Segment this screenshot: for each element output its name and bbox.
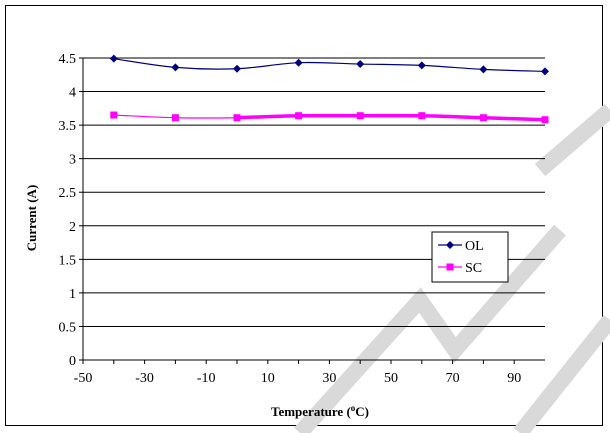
x-tick-label: 90 [507,371,521,386]
data-point [356,112,364,120]
data-point [110,111,118,119]
series-line [113,58,546,73]
series [109,54,549,124]
legend-box [431,231,509,283]
grid-lines [83,57,545,327]
data-point [233,64,241,73]
data-point [479,114,487,122]
data-point [356,60,365,69]
axes [79,57,545,364]
y-axis-title: Current (A) [24,185,39,252]
y-tick-label: 4.5 [59,52,77,67]
legend-label: OL [465,239,484,254]
x-axis-title-superscript: o [351,403,356,413]
series-ol [109,54,549,76]
series-sc [110,111,549,124]
series-line-emphasis [236,113,546,122]
x-tick-label: -10 [197,371,216,386]
x-axis-title: Temperature (oC) [271,403,369,419]
data-point [541,67,549,76]
x-tick-label: 50 [384,371,398,386]
data-point [479,65,488,74]
y-tick-label: 1 [69,287,76,302]
x-tick-label: -30 [135,371,154,386]
x-tick-label: 10 [261,371,275,386]
legend-marker [446,241,454,249]
legend: OL SC [431,231,509,283]
data-point [418,112,426,120]
y-tick-label: 3 [69,153,76,168]
data-point [295,112,303,120]
legend-label: SC [465,261,482,276]
y-tick-label: 3.5 [59,119,77,134]
y-tick-label: 2.5 [59,186,77,201]
data-point [171,114,179,122]
y-tick-labels: 0 0.5 1 1.5 2 2.5 3 3.5 4 4.5 [59,52,77,369]
watermark [294,103,610,433]
y-tick-label: 0.5 [59,320,77,335]
data-point [233,114,241,122]
y-tick-label: 1.5 [59,253,77,268]
y-tick-label: 2 [69,220,76,235]
data-point [294,58,303,67]
data-point [109,54,118,63]
x-axis-title-main: Temperature ( [271,404,351,419]
y-tick-label: 4 [69,86,76,101]
y-tick-label: 0 [69,354,76,369]
x-tick-label: 70 [446,371,460,386]
x-tick-label: -50 [74,371,93,386]
legend-marker [446,263,454,271]
x-tick-labels: -50 -30 -10 10 30 50 70 90 [74,371,522,386]
x-tick-label: 30 [322,371,336,386]
data-point [541,116,549,124]
x-axis-title-suffix: C) [355,404,369,419]
data-point [171,63,180,72]
data-point [417,61,426,70]
